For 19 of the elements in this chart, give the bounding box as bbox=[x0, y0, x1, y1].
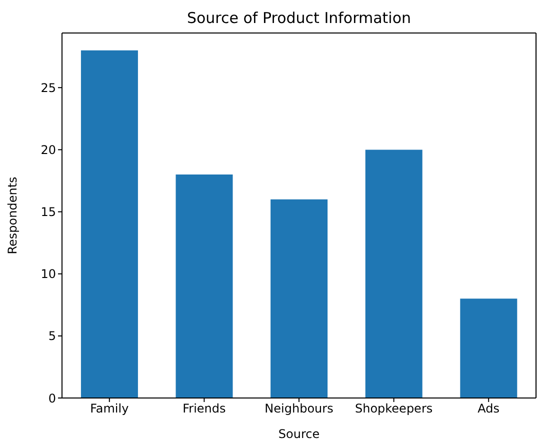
bar bbox=[460, 298, 518, 398]
y-tick-label: 5 bbox=[48, 329, 56, 344]
x-tick-label: Ads bbox=[478, 402, 500, 416]
bar bbox=[176, 174, 233, 398]
x-tick-label: Neighbours bbox=[264, 402, 334, 416]
y-tick-label: 0 bbox=[48, 391, 56, 406]
bar bbox=[270, 199, 328, 398]
x-axis-title: Source bbox=[278, 427, 320, 440]
x-tick-label: Family bbox=[90, 402, 129, 416]
y-tick-label: 25 bbox=[40, 80, 56, 95]
x-tick-label: Shopkeepers bbox=[354, 402, 433, 416]
chart-title: Source of Product Information bbox=[186, 9, 412, 27]
y-tick-label: 20 bbox=[40, 142, 56, 157]
y-tick-label: 15 bbox=[40, 205, 56, 220]
y-axis-title: Respondents bbox=[5, 176, 20, 254]
y-tick-label: 10 bbox=[40, 267, 56, 282]
bar bbox=[365, 150, 422, 398]
bar bbox=[80, 50, 138, 398]
x-tick-label: Friends bbox=[182, 402, 226, 416]
